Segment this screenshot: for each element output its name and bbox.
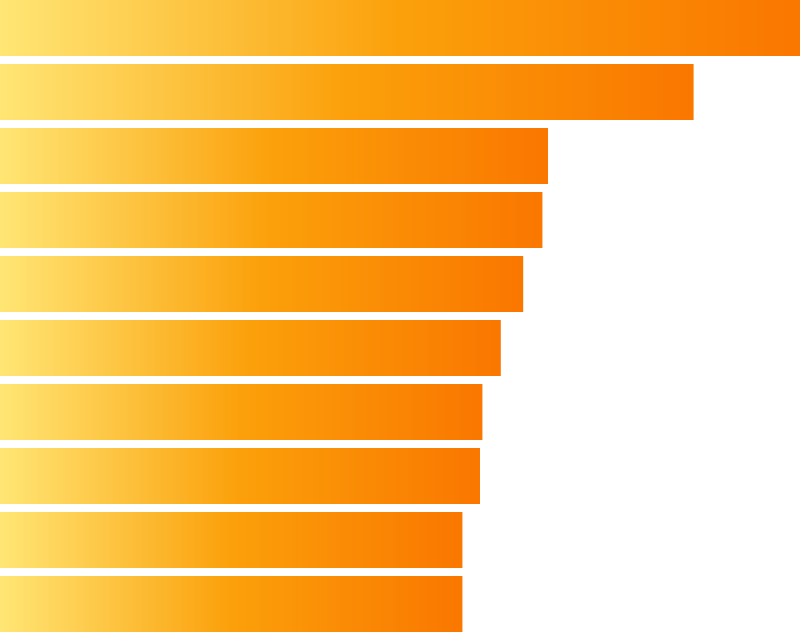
bar-4 — [0, 192, 543, 248]
bar-2 — [0, 64, 694, 120]
bar-1 — [0, 0, 800, 56]
bar-10 — [0, 576, 463, 632]
bar-5 — [0, 256, 524, 312]
bar-8 — [0, 448, 480, 504]
bar-6 — [0, 320, 501, 376]
bar-7 — [0, 384, 483, 440]
bar-3 — [0, 128, 548, 184]
bar-9 — [0, 512, 463, 568]
